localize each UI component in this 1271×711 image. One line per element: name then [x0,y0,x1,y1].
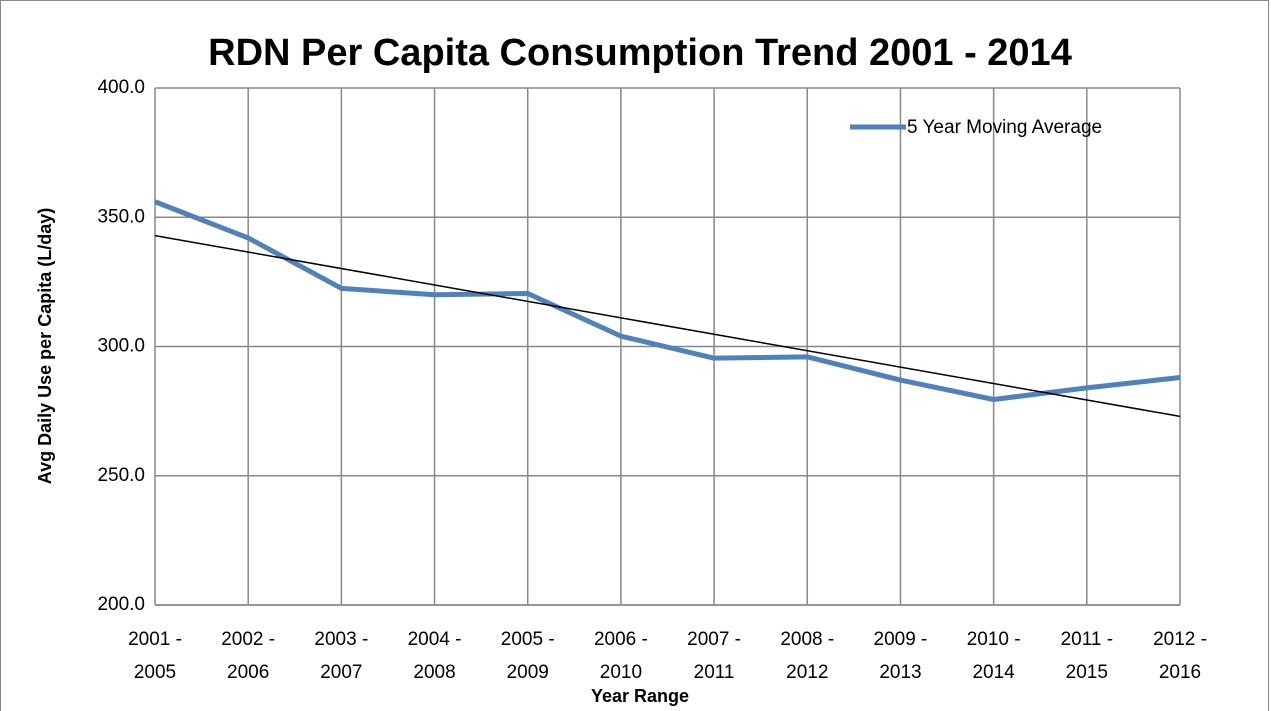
x-axis-label: Year Range [591,686,689,706]
x-tick-label: 2004 - 2008 [407,629,462,683]
x-tick-label: 2006 - 2010 [593,629,648,683]
x-tick-label: 2008 - 2012 [780,629,835,683]
x-tick-label: 2002 - 2006 [221,629,276,683]
y-tick-label: 350.0 [97,206,145,227]
y-tick-label: 400.0 [97,77,145,98]
x-tick-label: 2011 - 2015 [1060,629,1114,683]
y-tick-label: 250.0 [97,465,145,486]
y-axis-label: Avg Daily Use per Capita (L/day) [35,208,55,484]
chart-title: RDN Per Capita Consumption Trend 2001 - … [208,32,1072,74]
series-line [154,199,1181,402]
trendline [154,234,1181,418]
x-tick-label: 2009 - 2013 [873,629,928,683]
x-tick-label: 2012 - 2016 [1153,629,1207,683]
y-tick-label: 200.0 [97,594,145,615]
x-tick-label: 2010 - 2014 [966,629,1021,683]
y-tick-label: 300.0 [97,336,145,357]
x-tick-label: 2003 - 2007 [314,629,369,683]
x-tick-label: 2001 - 2005 [128,629,182,683]
x-tick-label: 2007 - 2011 [687,629,742,683]
x-tick-label: 2005 - 2009 [500,629,555,683]
legend-label: 5 Year Moving Average [907,117,1102,138]
